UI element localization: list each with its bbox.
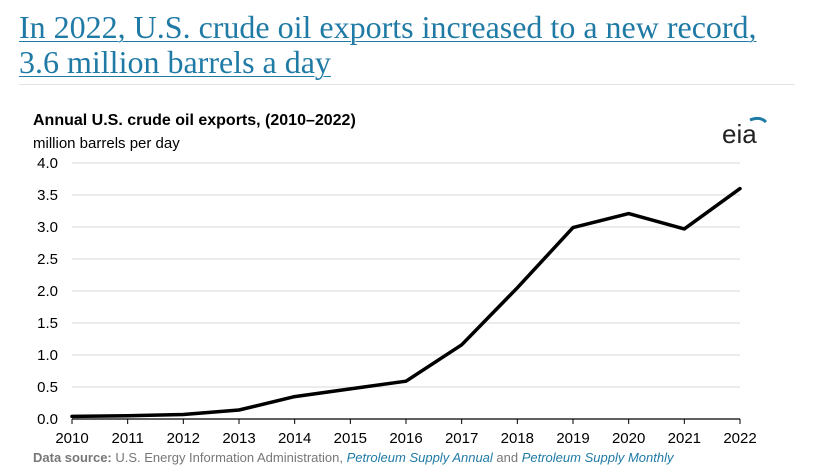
x-tick-label: 2019 <box>556 430 589 447</box>
data-point <box>627 212 631 216</box>
data-point <box>682 227 686 231</box>
title-divider <box>19 84 795 85</box>
y-tick-label: 1.5 <box>37 315 58 332</box>
y-tick-label: 3.5 <box>37 187 58 204</box>
data-point <box>738 187 742 191</box>
data-point <box>571 226 575 230</box>
y-axis: 0.0 0.5 1.0 1.5 2.0 2.5 3.0 3.5 4.0 <box>37 155 58 428</box>
data-point <box>181 413 185 417</box>
y-tick-label: 2.5 <box>37 251 58 268</box>
y-tick-label: 0.0 <box>37 411 58 428</box>
petroleum-supply-monthly-link[interactable]: Petroleum Supply Monthly <box>521 450 674 465</box>
chart-units-label: million barrels per day <box>33 135 180 152</box>
x-tick-label: 2016 <box>389 430 422 447</box>
x-tick-label: 2021 <box>668 430 701 447</box>
data-source-text: U.S. Energy Information Administration, <box>111 450 347 465</box>
series-layer <box>70 186 742 419</box>
x-tick-label: 2011 <box>112 430 144 447</box>
page-title[interactable]: In 2022, U.S. crude oil exports increase… <box>19 9 757 80</box>
data-point <box>460 343 464 347</box>
y-tick-label: 1.0 <box>37 347 58 364</box>
x-tick-label: 2010 <box>55 430 88 447</box>
eia-logo: eia <box>722 116 768 148</box>
y-tick-label: 3.0 <box>37 219 58 236</box>
data-point <box>126 414 130 418</box>
data-source-label: Data source: <box>33 450 112 465</box>
data-point <box>348 387 352 391</box>
y-tick-label: 2.0 <box>37 283 58 300</box>
eia-logo-swoosh-icon <box>749 116 768 124</box>
data-source: Data source: U.S. Energy Information Adm… <box>33 450 673 465</box>
x-tick-label: 2012 <box>167 430 200 447</box>
petroleum-supply-annual-link[interactable]: Petroleum Supply Annual <box>346 450 493 465</box>
eia-logo-text: eia <box>722 119 757 148</box>
data-point <box>515 286 519 290</box>
x-tick-label: 2020 <box>612 430 645 447</box>
x-axis: 2010 2011 2012 2013 2014 2015 2016 2017 2018 2019… <box>55 419 757 447</box>
y-tick-label: 4.0 <box>37 155 58 172</box>
x-tick-label: 2017 <box>445 430 478 447</box>
data-point <box>237 408 241 412</box>
x-tick-label: 2018 <box>501 430 534 447</box>
data-point <box>70 414 74 418</box>
x-tick-label: 2015 <box>334 430 367 447</box>
data-source-and: and <box>492 450 522 465</box>
y-tick-label: 0.5 <box>37 379 58 396</box>
x-tick-label: 2014 <box>278 430 311 447</box>
data-point <box>293 395 297 399</box>
x-tick-label: 2013 <box>222 430 255 447</box>
x-tick-label: 2022 <box>723 430 756 447</box>
chart-title: Annual U.S. crude oil exports, (2010–202… <box>33 112 356 129</box>
data-point <box>404 379 408 383</box>
